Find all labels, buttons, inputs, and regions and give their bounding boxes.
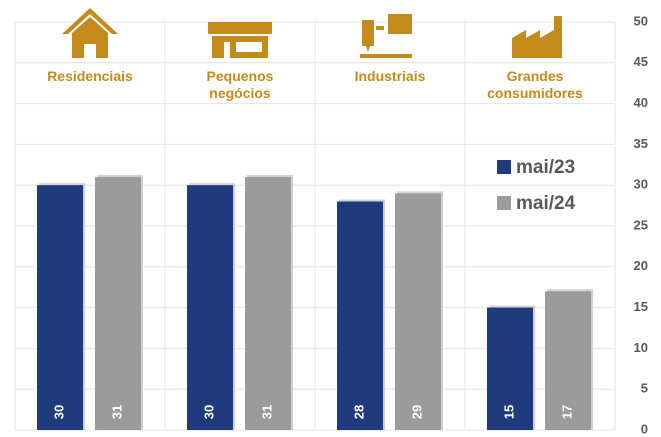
y-tick-label: 5 [641, 381, 648, 396]
house-icon [62, 8, 118, 34]
data-label: 28 [351, 405, 366, 419]
industry-icon [360, 14, 412, 58]
category-label: Pequenos negócios [206, 68, 274, 101]
y-tick-label: 15 [634, 299, 648, 314]
data-label: 31 [109, 405, 124, 419]
y-tick-label: 50 [634, 13, 648, 28]
legend-label: mai/23 [516, 157, 575, 178]
category-label: Grandes consumidores [487, 68, 583, 101]
data-label: 17 [559, 405, 574, 419]
store-icon [212, 36, 268, 58]
y-tick-label: 45 [634, 54, 648, 69]
y-tick-label: 30 [634, 177, 648, 192]
legend-swatch [497, 160, 511, 174]
category-label: Industriais [354, 68, 426, 84]
y-tick-label: 35 [634, 136, 648, 151]
bar [337, 201, 383, 430]
y-tick-label: 10 [634, 340, 648, 355]
category-label: Residenciais [47, 68, 133, 84]
house-icon [72, 17, 108, 58]
legend-label: mai/24 [516, 193, 576, 214]
y-tick-label: 40 [634, 95, 648, 110]
category-icons [62, 8, 562, 58]
data-label: 30 [201, 405, 216, 419]
bar [95, 177, 141, 430]
data-label: 29 [409, 405, 424, 419]
data-label: 31 [259, 405, 274, 419]
bar [545, 291, 591, 430]
data-label: 30 [51, 405, 66, 419]
y-tick-label: 0 [641, 421, 648, 436]
bar [487, 307, 533, 430]
legend-swatch [497, 196, 511, 210]
bar [395, 193, 441, 430]
store-icon [208, 22, 272, 34]
data-label: 15 [501, 405, 516, 419]
factory-icon [512, 16, 562, 58]
bar [187, 185, 233, 430]
bar [245, 177, 291, 430]
y-tick-label: 25 [634, 217, 648, 232]
bar [37, 185, 83, 430]
y-tick-label: 20 [634, 258, 648, 273]
